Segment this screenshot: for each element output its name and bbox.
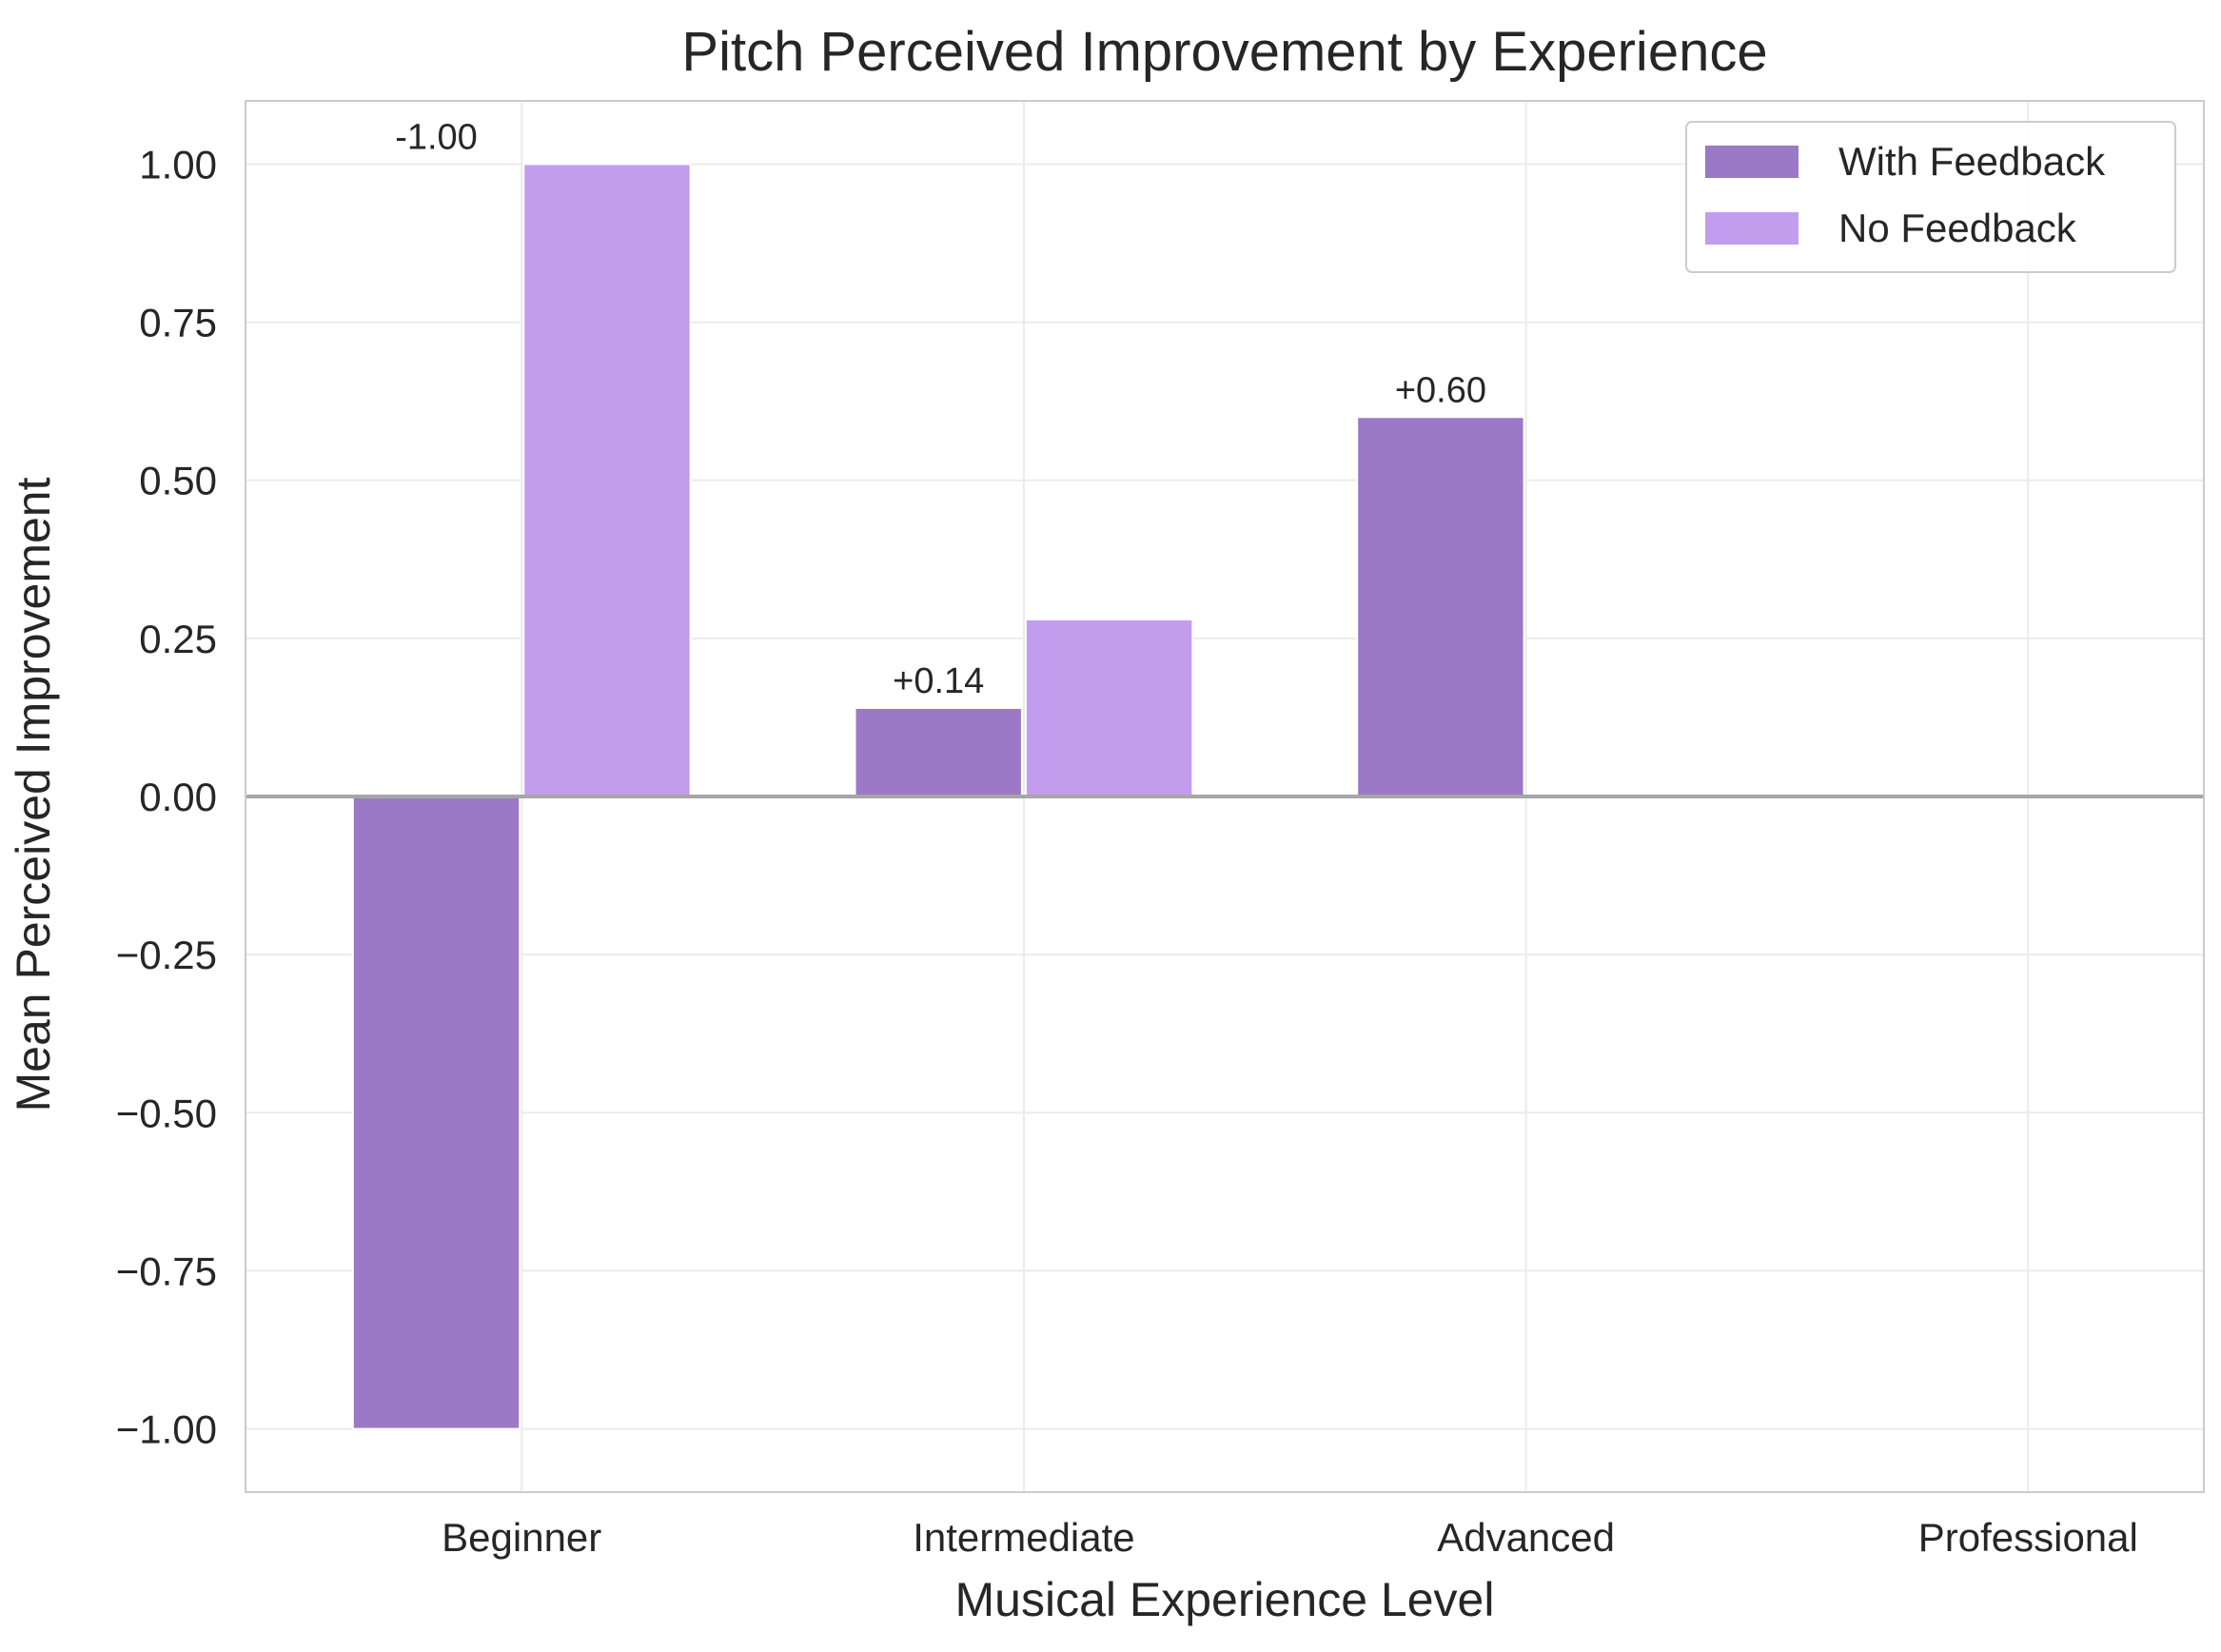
y-tick-label: 1.00 xyxy=(139,142,217,187)
x-tick-label: Advanced xyxy=(1437,1515,1615,1560)
y-tick-label: −0.50 xyxy=(116,1091,217,1135)
bars xyxy=(351,163,1525,1430)
bar-no-feedback-intermediate xyxy=(1024,618,1194,797)
legend-label-no-feedback: No Feedback xyxy=(1838,206,2077,250)
data-labels: -1.00 +0.14 +0.60 xyxy=(395,117,1486,701)
y-axis-label: Mean Perceived Improvement xyxy=(7,477,60,1111)
x-axis: Beginner Intermediate Advanced Professional xyxy=(442,1515,2138,1560)
legend-swatch-no-feedback xyxy=(1705,212,1798,245)
bar-with-feedback-intermediate xyxy=(854,706,1023,797)
legend-swatch-with-feedback xyxy=(1705,146,1798,178)
bar-with-feedback-advanced xyxy=(1356,416,1525,797)
chart-title: Pitch Perceived Improvement by Experienc… xyxy=(681,21,1767,83)
legend: With Feedback No Feedback xyxy=(1685,121,2176,273)
x-axis-label: Musical Experience Level xyxy=(955,1573,1495,1626)
y-axis: 1.00 0.75 0.50 0.25 0.00 −0.25 −0.50 −0.75 −1.00 xyxy=(116,142,217,1451)
x-tick-label: Professional xyxy=(1918,1515,2138,1560)
legend-label-with-feedback: With Feedback xyxy=(1838,139,2106,184)
y-tick-label: 0.25 xyxy=(139,617,217,661)
data-label: +0.60 xyxy=(1395,370,1486,410)
data-label: -1.00 xyxy=(395,117,478,157)
bar-no-feedback-beginner xyxy=(522,163,692,798)
y-tick-label: 0.50 xyxy=(139,459,217,503)
bar-with-feedback-beginner xyxy=(351,796,521,1430)
y-tick-label: 0.00 xyxy=(139,775,217,819)
x-tick-label: Beginner xyxy=(442,1515,601,1560)
x-tick-label: Intermediate xyxy=(913,1515,1134,1560)
y-tick-label: −1.00 xyxy=(116,1407,217,1452)
plot-frame xyxy=(245,100,2205,1493)
legend-box xyxy=(1685,121,2176,273)
data-label: +0.14 xyxy=(893,661,984,701)
y-tick-label: −0.75 xyxy=(116,1249,217,1293)
y-tick-label: 0.75 xyxy=(139,301,217,345)
y-tick-label: −0.25 xyxy=(116,933,217,977)
